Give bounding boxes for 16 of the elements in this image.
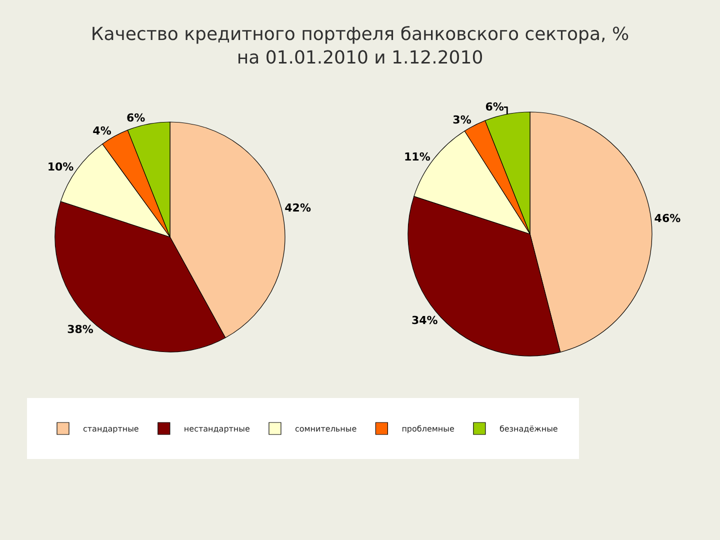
legend-label: безнадёжные <box>499 424 558 434</box>
data-label: 46% <box>654 212 681 226</box>
data-label: 10% <box>47 160 74 174</box>
data-label: 6% <box>485 100 504 114</box>
legend-label: стандартные <box>83 424 139 434</box>
chart-title: Качество кредитного портфеля банковского сектора, % на 01.01.2010 и 1.12.2010 <box>90 24 630 68</box>
data-label: 3% <box>452 114 472 127</box>
data-label: 11% <box>404 150 430 164</box>
data-label: 4% <box>92 124 112 138</box>
data-label: 34% <box>411 314 438 328</box>
data-label: 6% <box>126 111 146 124</box>
data-label: 38% <box>67 322 94 336</box>
legend-label: проблемные <box>402 424 454 434</box>
legend-label: нестандартные <box>184 424 250 434</box>
legend-label: сомнительные <box>294 424 357 434</box>
data-label: 42% <box>284 202 311 214</box>
